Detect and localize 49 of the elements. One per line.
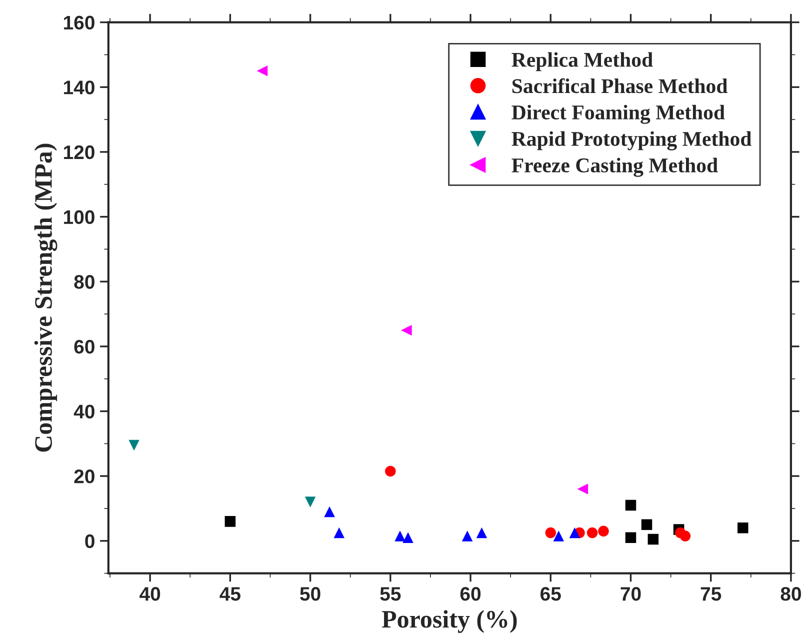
point (545, 527, 556, 538)
point (324, 506, 335, 518)
y-tick-label: 60 (74, 340, 94, 354)
point (128, 440, 140, 451)
x-tick-label: 40 (140, 587, 160, 601)
x-axis-title: Porosity (%) (382, 610, 517, 633)
point (402, 532, 414, 544)
x-tick-label: 60 (460, 587, 481, 601)
point (625, 532, 636, 544)
y-tick-label: 40 (74, 404, 94, 418)
x-tick-label: 45 (220, 587, 240, 601)
point (648, 534, 659, 545)
point (598, 526, 609, 537)
point (462, 530, 473, 542)
x-tick-label: 80 (780, 587, 801, 601)
y-tick-label: 140 (64, 80, 94, 94)
y-tick-label: 120 (64, 145, 94, 160)
x-tick-label: 50 (300, 587, 320, 601)
x-tick-label: 55 (380, 587, 401, 601)
legend-label: Rapid Prototyping Method (512, 131, 752, 150)
x-tick-label: 70 (620, 587, 641, 601)
point (577, 484, 588, 494)
point (304, 496, 316, 508)
point (401, 324, 412, 336)
point (394, 530, 406, 542)
legend-label: Sacrifical Phase Method (512, 78, 728, 94)
y-tick-label: 100 (64, 210, 94, 224)
point (385, 466, 396, 477)
point (738, 522, 748, 534)
point (625, 500, 636, 511)
legend-label: Replica Method (512, 52, 653, 72)
y-tick-label: 20 (74, 470, 94, 484)
point (680, 530, 691, 542)
legend-label: Direct Foaming Method (512, 104, 725, 124)
point (334, 527, 345, 538)
y-tick-label: 0 (85, 534, 94, 548)
point (569, 527, 580, 538)
point (641, 519, 652, 530)
x-tick-label: 75 (700, 587, 722, 601)
x-tick-label: 65 (540, 587, 561, 601)
point (256, 66, 268, 76)
point (476, 527, 488, 538)
point (553, 530, 564, 542)
y-tick-label: 160 (64, 16, 94, 30)
point (224, 516, 236, 527)
point (586, 527, 598, 538)
y-axis-title: Compressive Strength (MPa) (34, 144, 58, 452)
legend-label: Freeze Casting Method (512, 158, 718, 177)
y-tick-label: 80 (74, 275, 94, 289)
